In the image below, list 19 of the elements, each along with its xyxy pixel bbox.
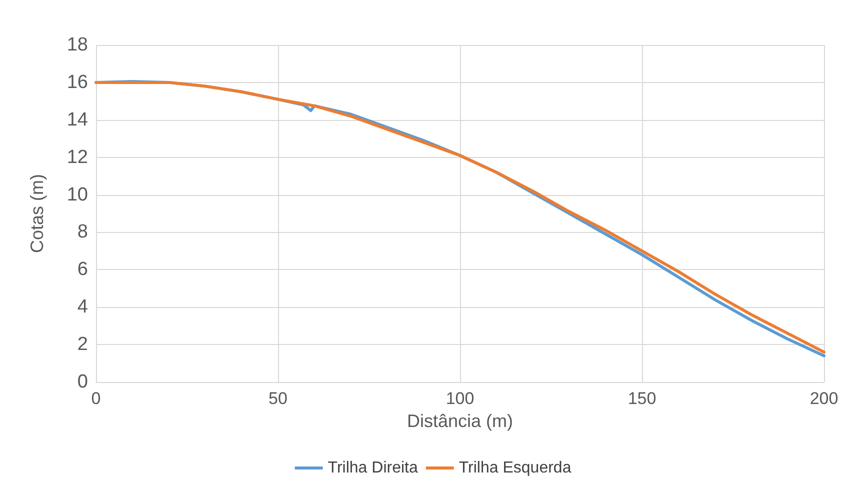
- x-tick-label: 0: [91, 389, 101, 408]
- x-tick-label: 100: [446, 389, 474, 408]
- legend-label: Trilha Esquerda: [458, 460, 572, 476]
- y-axis-title: Cotas (m): [27, 174, 47, 254]
- y-tick-label: 4: [77, 296, 88, 318]
- y-tick-label: 2: [77, 334, 88, 356]
- y-tick-label: 14: [66, 109, 88, 130]
- y-tick-label: 0: [77, 372, 88, 392]
- y-tick-label: 18: [66, 34, 88, 56]
- x-tick-label: 50: [268, 389, 288, 408]
- legend-label: Trilha Direita: [328, 460, 418, 476]
- y-tick-label: 10: [66, 184, 88, 206]
- y-tick-label: 8: [77, 222, 88, 243]
- x-tick-label: 150: [628, 389, 656, 408]
- x-axis-title: Distância (m): [406, 410, 514, 431]
- y-tick-label: 16: [66, 72, 88, 93]
- y-tick-label: 12: [66, 146, 88, 168]
- y-tick-label: 6: [77, 259, 88, 280]
- x-tick-label: 200: [810, 389, 838, 408]
